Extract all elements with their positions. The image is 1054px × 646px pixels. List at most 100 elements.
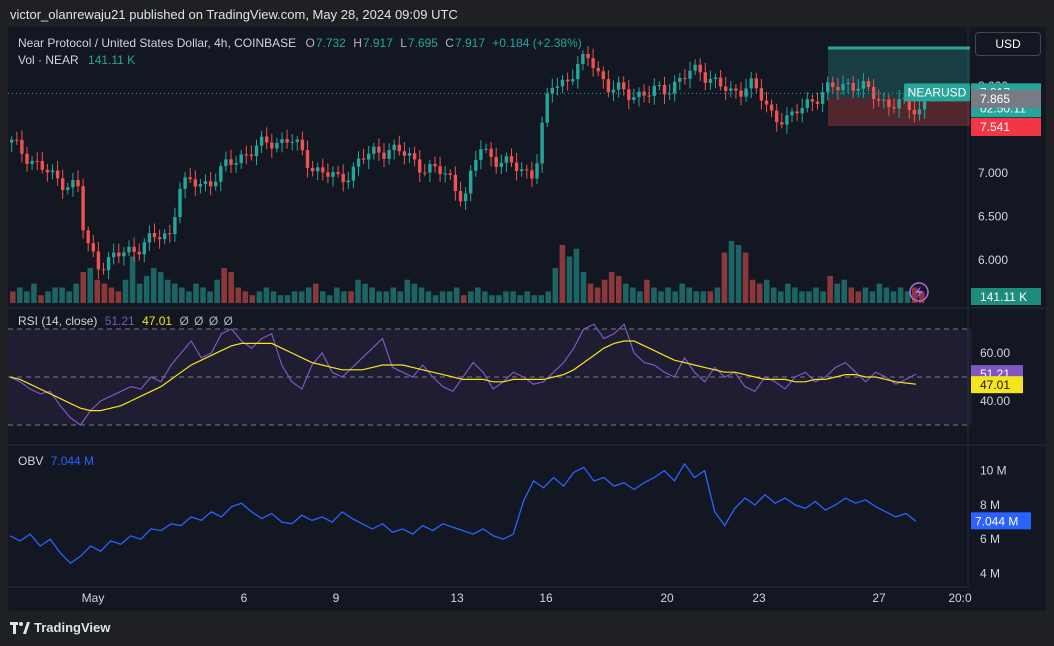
candle-body [846, 83, 850, 85]
volume-bar [432, 295, 439, 303]
candle-body [545, 93, 549, 123]
obv-label: OBV [18, 454, 44, 468]
rsi-legend[interactable]: RSI (14, close) 51.21 47.01 Ø Ø Ø Ø [18, 314, 233, 328]
rsi-ma-value: 47.01 [142, 314, 173, 328]
candle-body [249, 154, 254, 157]
candle-body [550, 87, 554, 94]
candle-body [744, 88, 748, 97]
x-tick-label: 16 [539, 591, 553, 605]
volume-bar [31, 283, 37, 303]
volume-bar [778, 291, 784, 303]
candle-body [576, 64, 580, 80]
candle-body [494, 156, 498, 167]
footer-brand[interactable]: TradingView [10, 620, 110, 635]
candle-body [810, 99, 815, 102]
obv-legend[interactable]: OBV 7.044 M [18, 454, 94, 468]
volume-bar [425, 291, 432, 303]
candle-body [224, 159, 228, 167]
volume-bar [242, 291, 249, 303]
volume-bar [66, 291, 72, 303]
rsi-hidden-icon[interactable]: Ø [208, 314, 219, 328]
rsi-hidden-icon[interactable]: Ø [179, 314, 189, 328]
volume-bar [418, 287, 425, 303]
candle-body [229, 159, 233, 165]
volume-bar [235, 287, 242, 303]
candle-body [453, 174, 458, 192]
candle-body [764, 100, 769, 105]
candle-body [10, 139, 14, 143]
candle-body [657, 85, 662, 87]
candle-body [474, 159, 478, 171]
footer-brand-name: TradingView [34, 620, 111, 635]
candle-body [820, 92, 825, 104]
candle-body [718, 77, 723, 87]
currency-button[interactable]: USD [975, 32, 1041, 56]
high-label: H [353, 36, 362, 50]
candle-body [535, 163, 539, 179]
candle-body [40, 160, 44, 170]
candle-body [662, 85, 667, 95]
volume-bar [390, 287, 397, 303]
volume-bar [193, 283, 199, 303]
candle-body [86, 230, 90, 244]
volume-bar [362, 283, 368, 303]
candle-body [499, 162, 503, 167]
stop-tag-bg [971, 117, 1041, 136]
candle-body [71, 180, 75, 188]
candle-body [693, 64, 697, 71]
volume-legend[interactable]: Vol · NEAR 141.11 K [18, 53, 135, 67]
candle-body [367, 153, 371, 160]
volume-bar [411, 283, 418, 303]
volume-bar [890, 291, 897, 303]
candle-body [616, 82, 621, 90]
candle-body [305, 150, 310, 168]
volume-bar [277, 295, 284, 303]
volume-bar [496, 295, 502, 303]
volume-bar [665, 287, 671, 303]
volume-tag-bg [971, 288, 1041, 305]
candle-body [775, 110, 779, 123]
x-tick-label: 20 [660, 591, 674, 605]
chart-frame[interactable]: May69131620232720:06.0006.5007.0007.5008… [8, 27, 1046, 611]
candle-body [815, 101, 820, 104]
volume-bar [510, 291, 516, 303]
volume-bar [482, 291, 488, 303]
rsi-hidden-icon[interactable]: Ø [194, 314, 204, 328]
x-tick-label: 9 [333, 591, 340, 605]
candle-body [800, 107, 804, 114]
candle-body [688, 70, 692, 79]
volume-bar [115, 291, 122, 303]
candle-body [112, 252, 116, 258]
rsi-hidden-icon[interactable]: Ø [223, 314, 233, 328]
volume-bar [327, 295, 333, 303]
obv-tick-label: 4 M [980, 566, 1000, 580]
candle-body [259, 136, 264, 146]
volume-bars [10, 241, 925, 303]
volume-bar [869, 291, 876, 303]
volume-bar [10, 291, 16, 303]
volume-bar [806, 291, 812, 303]
candle-body [183, 177, 187, 189]
chart-canvas[interactable]: May69131620232720:06.0006.5007.0007.5008… [8, 27, 1046, 611]
volume-bar [728, 241, 735, 303]
obv-tag: 7.044 M [975, 514, 1018, 528]
price-tick-label: 6.500 [978, 209, 1008, 223]
volume-bar [468, 291, 474, 303]
obv-tick-label: 6 M [980, 532, 1000, 546]
candle-body [157, 237, 162, 240]
candle-body [25, 153, 29, 164]
volume-bar [911, 287, 918, 303]
candle-body [265, 136, 269, 143]
symbol-tag-bg [904, 83, 970, 102]
symbol-legend[interactable]: Near Protocol / United States Dollar, 4h… [18, 36, 582, 50]
published-caption: victor_olanrewaju21 published on Trading… [10, 7, 458, 22]
open-label: O [305, 36, 315, 50]
candle-body [734, 88, 738, 91]
candle-body [127, 246, 131, 253]
volume-bar [284, 295, 291, 303]
mid-tag: 7.865 [980, 92, 1010, 106]
candle-body [372, 146, 376, 154]
candle-body [76, 180, 80, 187]
volume-bar [594, 287, 601, 303]
candle-body [698, 64, 702, 73]
